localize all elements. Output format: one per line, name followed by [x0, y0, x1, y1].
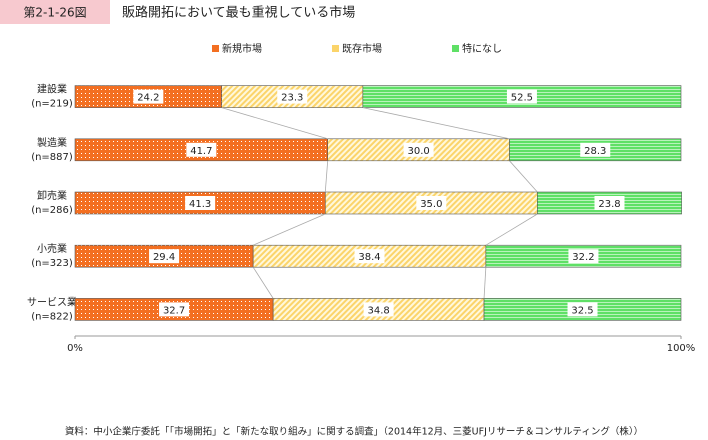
y-tick-label: (n=286): [31, 205, 73, 216]
value-label: 23.8: [598, 199, 620, 210]
legend-label: 既存市場: [342, 42, 382, 55]
value-label-box: [363, 302, 394, 317]
connector-line: [324, 160, 329, 193]
x-tick-label: 100%: [667, 343, 696, 354]
value-label-box: [149, 249, 180, 264]
legend-swatch: [212, 45, 219, 52]
y-tick-label: サービス業: [27, 295, 77, 308]
value-label-box: [354, 249, 385, 264]
value-label: 35.0: [420, 199, 442, 210]
y-tick-label: 建設業: [37, 83, 67, 96]
connector-line: [485, 213, 538, 246]
y-tick-label: (n=887): [31, 152, 73, 163]
legend-swatch: [332, 45, 339, 52]
value-label-box: [568, 249, 599, 264]
value-label: 24.2: [137, 93, 159, 104]
value-label-box: [403, 142, 434, 157]
value-label-box: [506, 89, 537, 104]
legend-label: 特になし: [462, 43, 502, 55]
connector-line: [483, 267, 487, 299]
value-label-box: [277, 89, 308, 104]
value-label: 29.4: [153, 252, 175, 263]
value-label: 28.3: [584, 146, 606, 157]
y-tick-label: (n=822): [31, 311, 73, 322]
connector-line: [509, 160, 538, 193]
chart-title: 販路開拓において最も重視している市場: [122, 5, 355, 21]
connector-line: [362, 107, 510, 140]
connector-line: [253, 213, 326, 246]
value-label-box: [186, 142, 217, 157]
value-label: 32.5: [571, 305, 593, 316]
value-label: 38.4: [358, 252, 380, 263]
value-label-box: [133, 89, 164, 104]
figure-label-box: [0, 0, 110, 24]
value-label-box: [159, 302, 190, 317]
value-label-box: [567, 302, 598, 317]
source-note: 資料：中小企業庁委託「「市場開拓」と「新たな取り組み」に関する調査」（2014年…: [65, 426, 643, 438]
value-label-box: [185, 196, 216, 210]
legend-label: 新規市場: [222, 42, 262, 55]
x-tick-label: 0%: [67, 343, 83, 354]
value-label: 41.3: [189, 199, 211, 210]
value-label: 32.2: [572, 252, 594, 263]
value-label: 52.5: [511, 93, 533, 104]
connector-line: [221, 107, 328, 140]
connector-line: [252, 266, 274, 299]
value-label: 32.7: [163, 305, 185, 316]
value-label: 34.8: [367, 305, 389, 316]
y-tick-label: 卸売業: [37, 189, 67, 202]
y-tick-label: 製造業: [37, 136, 67, 149]
value-label: 30.0: [407, 146, 429, 157]
legend-swatch: [452, 45, 459, 52]
y-tick-label: (n=323): [31, 258, 73, 269]
y-tick-label: (n=219): [31, 99, 73, 110]
y-tick-label: 小売業: [37, 242, 67, 255]
figure-label: 第2-1-26図: [23, 6, 86, 20]
value-label-box: [594, 196, 625, 210]
value-label-box: [416, 196, 447, 210]
value-label: 41.7: [190, 146, 212, 157]
value-label: 23.3: [281, 93, 303, 104]
value-label-box: [580, 142, 611, 157]
